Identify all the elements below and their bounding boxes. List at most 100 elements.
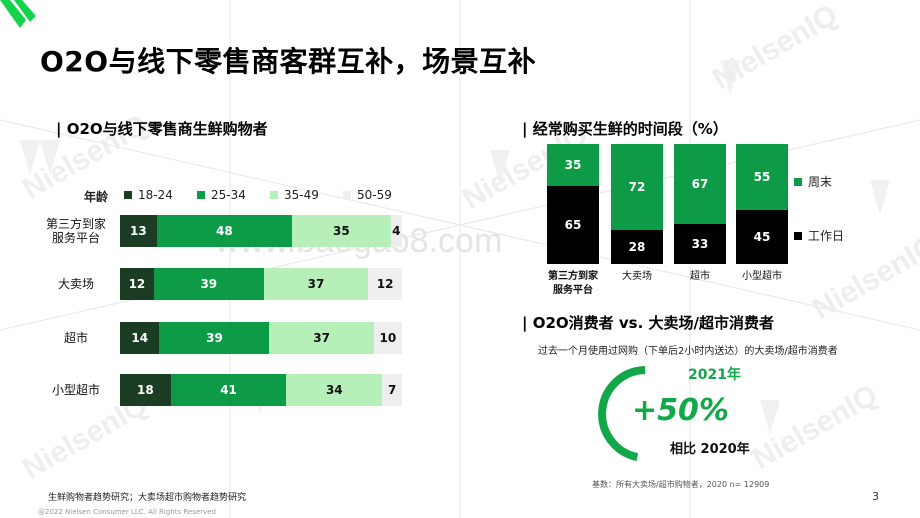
column-value-label: 33: [691, 237, 709, 252]
category-label: 第三方到家 服务平台: [535, 270, 611, 298]
bar-value-label: 35: [333, 224, 350, 238]
category-label-line: 大卖场: [57, 277, 94, 291]
bar-segment: 10: [373, 322, 402, 354]
legend-swatch: [794, 231, 802, 240]
legend-swatch: [197, 191, 205, 199]
column-value-label: 65: [564, 218, 582, 232]
category-label-line: 超市: [690, 271, 710, 282]
category-label: 超市: [36, 331, 116, 345]
bar-segment: 39: [153, 268, 264, 300]
column-value-label: 72: [628, 180, 646, 195]
bar-segment: 34: [286, 374, 383, 406]
o2o-base-note: 基数：所有大卖场/超市购物者，2020 n= 12909: [592, 480, 770, 489]
legend-item: 50-59: [343, 188, 392, 202]
column-value-label: 35: [564, 158, 582, 172]
category-label: 超市: [662, 270, 738, 284]
bar-segment: 4: [390, 215, 402, 247]
category-label-line: 大卖场: [622, 271, 652, 282]
bar-segment: 18: [120, 374, 171, 406]
bar-segment: 12: [120, 268, 154, 300]
legend-item: 周末: [794, 173, 832, 190]
legend-label: 25-34: [211, 188, 246, 202]
category-label-line: 第三方到家: [548, 271, 598, 282]
column-segment: 45: [736, 210, 788, 264]
legend-label: 18-24: [138, 188, 173, 202]
bar-value-label: 13: [129, 224, 147, 238]
bar-segment: 12: [368, 268, 402, 300]
bar-segment: 48: [156, 215, 293, 247]
column-segment: 33: [674, 224, 726, 264]
bar-value-label: 37: [313, 331, 330, 345]
source-note: 生鲜购物者趋势研究；大卖场超市购物者趋势研究: [48, 493, 247, 503]
bar-value-label: 41: [220, 383, 237, 397]
legend-swatch: [270, 191, 278, 199]
right-chart-title: | 经常购买生鲜的时间段（%）: [522, 120, 728, 138]
column-segment: 55: [736, 144, 788, 210]
legend-item: 35-49: [270, 188, 319, 202]
bar-value-label: 14: [131, 331, 149, 345]
bar-value-label: 34: [325, 383, 343, 397]
bar-segment: 7: [382, 374, 402, 406]
bar-value-label: 48: [215, 224, 233, 238]
column-segment: 65: [547, 186, 599, 264]
bar-value-label: 18: [137, 383, 154, 397]
bar-segment: 37: [269, 322, 374, 354]
bar-value-label: 7: [387, 383, 397, 397]
o2o-year: 2021年: [688, 367, 741, 383]
column-value-label: 55: [753, 170, 771, 184]
category-label: 大卖场: [599, 270, 675, 284]
bar-segment: 37: [263, 268, 369, 300]
legend-item: 25-34: [197, 188, 246, 202]
bar-value-label: 39: [206, 331, 223, 345]
legend-label: 工作日: [808, 229, 845, 243]
category-label-line: 服务平台: [51, 231, 100, 245]
column-value-label: 28: [628, 240, 646, 255]
column-segment: 72: [611, 144, 663, 231]
bar-value-label: 39: [200, 277, 218, 291]
legend-item: 工作日: [794, 227, 844, 244]
watermark-brand: NielsenIQ: [747, 378, 883, 476]
page-title: O2O与线下零售商客群互补，场景互补: [40, 45, 537, 78]
legend-swatch: [794, 177, 802, 186]
column-value-label: 67: [691, 177, 709, 192]
bar-value-label: 12: [376, 277, 394, 291]
brand-corner-icon: [0, 0, 36, 28]
bar-value-label: 37: [307, 277, 325, 291]
category-label: 第三方到家 服务平台: [36, 217, 116, 245]
o2o-compare: 相比 2020年: [670, 442, 750, 457]
growth-arc: [598, 366, 646, 462]
legend-swatch: [343, 191, 351, 199]
bar-segment: 39: [159, 322, 270, 354]
category-label-line: 小型超市: [742, 271, 782, 282]
legend-title: 年龄: [84, 190, 109, 204]
legend-swatch: [124, 191, 132, 199]
o2o-growth: +50%: [632, 393, 729, 428]
column-segment: 35: [547, 144, 599, 186]
bar-value-label: 4: [392, 224, 401, 238]
column-segment: 28: [611, 230, 663, 264]
legend-label: 35-49: [284, 188, 319, 202]
category-label-line: 超市: [63, 331, 88, 345]
category-label: 大卖场: [36, 277, 116, 291]
category-label: 小型超市: [724, 270, 800, 284]
column-segment: 67: [674, 144, 726, 225]
legend-label: 50-59: [357, 188, 392, 202]
bar-segment: 41: [170, 374, 287, 406]
bar-value-label: 10: [379, 331, 397, 345]
category-label: 小型超市: [36, 383, 116, 397]
o2o-subtitle: 过去一个月使用过网购（下单后2小时内送达）的大卖场/超市消费者: [538, 346, 838, 357]
left-chart-title: | O2O与线下零售商生鲜购物者: [56, 120, 268, 138]
page-number: 3: [872, 490, 879, 503]
legend-label: 周末: [808, 175, 833, 189]
bar-segment: 13: [120, 215, 157, 247]
o2o-section-title: | O2O消费者 vs. 大卖场/超市消费者: [522, 314, 774, 332]
watermark-brand: NielsenIQ: [707, 0, 843, 96]
category-label-line: 第三方到家: [45, 217, 106, 231]
category-label-line: 服务平台: [553, 285, 593, 296]
category-label-line: 小型超市: [51, 383, 100, 397]
bar-segment: 35: [292, 215, 391, 247]
legend-item: 18-24: [124, 188, 173, 202]
copyright: @2022 Nielsen Consumer LLC. All Rights R…: [38, 508, 216, 516]
column-value-label: 45: [753, 230, 771, 244]
bar-value-label: 12: [128, 277, 146, 291]
